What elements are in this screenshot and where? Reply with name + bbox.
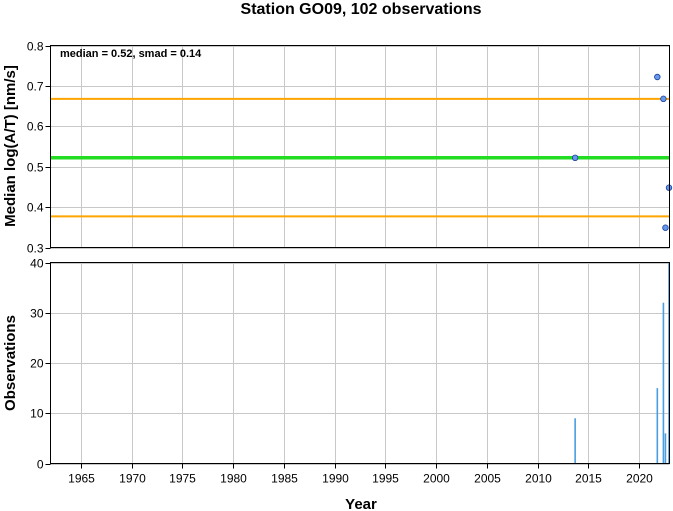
bottom-y-axis-label: Observations [2, 315, 19, 411]
x-tick-label: 1970 [119, 472, 146, 486]
bottom-x-ticks: 1965 1970 1975 1980 1985 1990 1995 2000 2005 2010… [68, 463, 653, 486]
observation-bar [668, 262, 670, 464]
bottom-y-tick-label: 20 [30, 357, 44, 371]
top-gridlines [50, 45, 670, 249]
bottom-y-tick-label: 40 [30, 257, 44, 271]
x-tick-label: 1965 [68, 472, 95, 486]
top-y-tick-label: 0.5 [27, 161, 44, 175]
observation-bar [664, 433, 667, 464]
bottom-bars [574, 262, 670, 464]
bottom-gridlines [50, 262, 670, 465]
top-y-tick-label: 0.3 [27, 242, 44, 256]
data-point [571, 154, 579, 162]
top-panel: 0.3 0.4 0.5 0.6 0.7 0.8 median = 0.52, smad =… [2, 40, 673, 256]
bottom-y-tick-label: 10 [30, 407, 44, 421]
observation-bar [656, 388, 659, 464]
x-tick-label: 1980 [220, 472, 247, 486]
x-tick-label: 1985 [271, 472, 298, 486]
data-point [662, 224, 669, 231]
top-y-axis-label: Median log(A/T) [nm/s] [2, 65, 19, 227]
top-y-tick-label: 0.4 [27, 201, 44, 215]
top-y-tick-label: 0.8 [27, 40, 44, 54]
top-y-tick-label: 0.6 [27, 120, 44, 134]
x-tick-label: 2010 [525, 472, 552, 486]
top-data-points [571, 73, 673, 231]
chart-title: Station GO09, 102 observations [241, 1, 482, 18]
bottom-panel: 0 10 20 30 40 1965 1970 1975 1980 1985 1990 1995 20… [2, 257, 670, 511]
x-tick-label: 2005 [474, 472, 501, 486]
x-tick-label: 1995 [372, 472, 399, 486]
stats-annotation: median = 0.52, smad = 0.14 [60, 48, 202, 60]
x-tick-label: 1975 [169, 472, 196, 486]
data-point [654, 73, 661, 81]
bottom-y-tick-label: 30 [30, 307, 44, 321]
x-tick-label: 1990 [322, 472, 349, 486]
x-axis-label: Year [345, 496, 377, 511]
top-plot-frame [50, 45, 670, 248]
observation-bar [662, 302, 665, 464]
data-point [660, 95, 667, 103]
bottom-y-ticks: 0 10 20 30 40 [30, 257, 51, 472]
data-point [665, 184, 673, 191]
top-y-tick-label: 0.7 [27, 80, 44, 94]
x-tick-label: 2000 [423, 472, 450, 486]
x-tick-label: 2015 [575, 472, 602, 486]
observation-bar [574, 418, 576, 464]
top-reference-lines [50, 97, 670, 218]
x-tick-label: 2020 [626, 472, 653, 486]
top-y-ticks: 0.3 0.4 0.5 0.6 0.7 0.8 [27, 40, 51, 256]
bottom-y-tick-label: 0 [37, 458, 44, 472]
